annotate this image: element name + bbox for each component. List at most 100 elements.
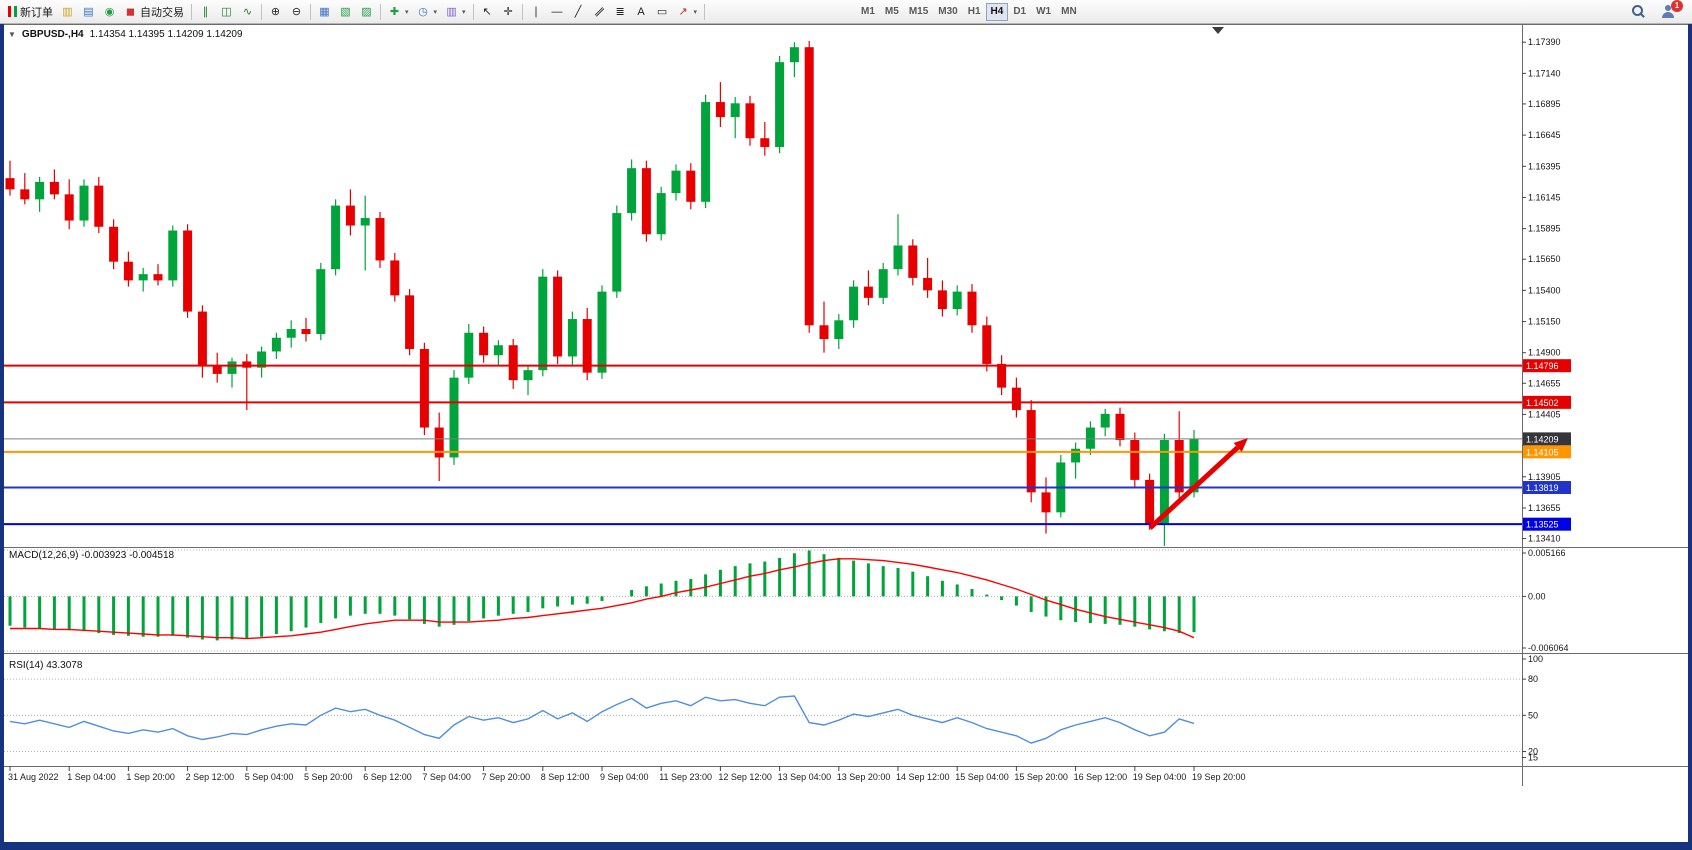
new-order-icon	[8, 6, 17, 17]
time-axis-label: 8 Sep 12:00	[541, 772, 590, 782]
time-axis-label: 9 Sep 04:00	[600, 772, 649, 782]
price-axis-label: 1.15150	[1528, 317, 1561, 327]
price-axis-label: 1.13410	[1528, 534, 1561, 544]
time-axis-label: 7 Sep 04:00	[422, 772, 471, 782]
timeframe-mn-button[interactable]: MN	[1056, 3, 1082, 21]
price-axis-label: 1.13905	[1528, 472, 1561, 482]
time-axis-label: 15 Sep 04:00	[955, 772, 1009, 782]
templates-button[interactable]: ▥ ▾	[441, 2, 470, 22]
new-order-button[interactable]: 新订单	[4, 2, 57, 22]
account-button[interactable]: 1	[1657, 0, 1683, 22]
vertical-line-button[interactable]: ∣	[526, 2, 547, 22]
macd-signal-line	[10, 558, 1195, 640]
equidistant-channel-button[interactable]: ∥	[589, 2, 610, 22]
bar-chart-button[interactable]: ∥	[195, 2, 216, 22]
dropdown-caret-icon: ▾	[462, 8, 466, 16]
price-axis-label: 1.16895	[1528, 99, 1561, 109]
arrange-windows-icon: ▨	[361, 5, 372, 18]
search-button[interactable]	[1628, 2, 1649, 22]
svg-text:1.14796: 1.14796	[1526, 361, 1559, 371]
timeframe-m30-button[interactable]: M30	[933, 3, 962, 21]
shapes-button[interactable]: ↗ ▾	[673, 2, 702, 22]
market-watch-button[interactable]: ◉	[99, 2, 120, 22]
time-axis-label: 7 Sep 20:00	[482, 772, 531, 782]
time-axis-label: 2 Sep 12:00	[186, 772, 235, 782]
crosshair-icon: ✛	[503, 5, 513, 18]
tile-windows-button[interactable]: ▦	[314, 2, 335, 22]
svg-text:1.13819: 1.13819	[1526, 483, 1559, 493]
arrange-windows-button[interactable]: ▨	[356, 2, 377, 22]
time-axis-label: 5 Sep 20:00	[304, 772, 353, 782]
crosshair-button[interactable]: ✛	[498, 2, 519, 22]
zoom-in-button[interactable]: ⊕	[265, 2, 286, 22]
toolbar-right: 1	[1628, 0, 1688, 22]
svg-text:1.14209: 1.14209	[1526, 434, 1559, 444]
toolbar-separator	[261, 3, 262, 20]
time-axis-label: 31 Aug 2022	[8, 772, 59, 782]
rsi-axis-label: 50	[1528, 710, 1538, 720]
time-axis-label: 19 Sep 20:00	[1192, 772, 1246, 782]
price-axis-label: 1.16645	[1528, 130, 1561, 140]
text-button[interactable]: A	[631, 2, 652, 22]
auto-trading-icon: ◼	[125, 5, 136, 18]
trendline-button[interactable]: ╱	[568, 2, 589, 22]
profiles-button[interactable]: ▤	[78, 2, 99, 22]
macd-panel	[4, 549, 1522, 652]
horizontal-line-button[interactable]: ―	[547, 2, 568, 22]
chart-window-icon: ▥	[62, 5, 73, 18]
rsi-axis-label: 80	[1528, 674, 1538, 684]
symbol-dropdown-icon[interactable]: ▼	[8, 30, 16, 39]
dropdown-caret-icon: ▾	[693, 8, 698, 16]
auto-trading-button[interactable]: ◼ 自动交易	[120, 2, 188, 22]
timeframe-h4-button[interactable]: H4	[985, 2, 1009, 21]
toolbar-separator	[521, 3, 523, 20]
fibonacci-button[interactable]: ≣	[610, 2, 631, 22]
chart-shift-marker[interactable]	[1212, 27, 1224, 34]
trendline-icon: ╱	[574, 5, 582, 18]
line-chart-button[interactable]: ∿	[237, 2, 258, 22]
price-axis-label: 1.16145	[1528, 192, 1561, 202]
svg-text:1.14105: 1.14105	[1526, 447, 1559, 457]
zoom-in-icon: ⊕	[270, 5, 281, 18]
timeframe-m5-button[interactable]: M5	[880, 3, 904, 21]
time-axis-label: 13 Sep 04:00	[778, 772, 832, 782]
price-tag-1.14796: 1.14796	[1523, 359, 1571, 373]
svg-text:1.13525: 1.13525	[1526, 520, 1559, 530]
profiles-icon: ▤	[83, 5, 94, 18]
periods-button[interactable]: ◷ ▾	[413, 2, 442, 22]
chart-window-button[interactable]: ▥	[57, 2, 78, 22]
price-axis-label: 1.16395	[1528, 161, 1561, 171]
toolbar-buttons: 新订单 ▥ ▤ ◉ ◼ 自动交易 ∥ ◫ ∿ ⊕ ⊖ ▦ ▧ ▨ ✚ ▾ ◷ ▾ ▥ ▾ ↖ ✛ ∣ ― ╱ ∥ ≣ A ▭ ↗ ▾	[4, 2, 856, 22]
timeframe-w1-button[interactable]: W1	[1031, 3, 1056, 21]
fibonacci-icon: ≣	[615, 5, 625, 18]
time-axis-label: 15 Sep 20:00	[1014, 772, 1068, 782]
price-axis-label: 1.17140	[1528, 68, 1561, 78]
chart-symbol-title: GBPUSD-,H4	[21, 29, 84, 40]
svg-text:1.14502: 1.14502	[1526, 398, 1559, 408]
new-order-label: 新订单	[20, 6, 53, 19]
zoom-out-icon: ⊖	[291, 5, 302, 18]
cascade-windows-button[interactable]: ▧	[335, 2, 356, 22]
candlestick-chart-button[interactable]: ◫	[216, 2, 237, 22]
timeframe-m15-button[interactable]: M15	[904, 3, 933, 21]
timeframe-m1-button[interactable]: M1	[856, 3, 880, 21]
price-axis-label: 1.15895	[1528, 224, 1561, 234]
chart-canvas[interactable]: 1.17390 1.17140 1.16895 1.16645 1.16395 1.161…	[0, 24, 1692, 850]
timeframe-h1-button[interactable]: H1	[963, 3, 986, 21]
time-axis-label: 16 Sep 12:00	[1074, 772, 1128, 782]
time-axis-label: 11 Sep 23:00	[659, 772, 712, 782]
cursor-button[interactable]: ↖	[477, 2, 498, 22]
price-tag-1.14105: 1.14105	[1523, 445, 1571, 459]
macd-axis-label: 0.00	[1528, 591, 1546, 601]
rsi-axis-label: 15	[1528, 753, 1538, 763]
dropdown-caret-icon: ▾	[405, 8, 409, 16]
text-label-button[interactable]: ▭	[652, 2, 673, 22]
price-axis-label: 1.15650	[1528, 254, 1561, 264]
chart-header: ▼ GBPUSD-,H4 1.14354 1.14395 1.14209 1.1…	[8, 29, 243, 40]
timeframe-d1-button[interactable]: D1	[1008, 3, 1031, 21]
indicators-button[interactable]: ✚ ▾	[384, 2, 413, 22]
templates-icon: ▥	[446, 5, 457, 18]
annotation-arrow[interactable]	[1148, 445, 1240, 530]
price-axis-label: 1.14900	[1528, 348, 1561, 358]
zoom-out-button[interactable]: ⊖	[286, 2, 307, 22]
